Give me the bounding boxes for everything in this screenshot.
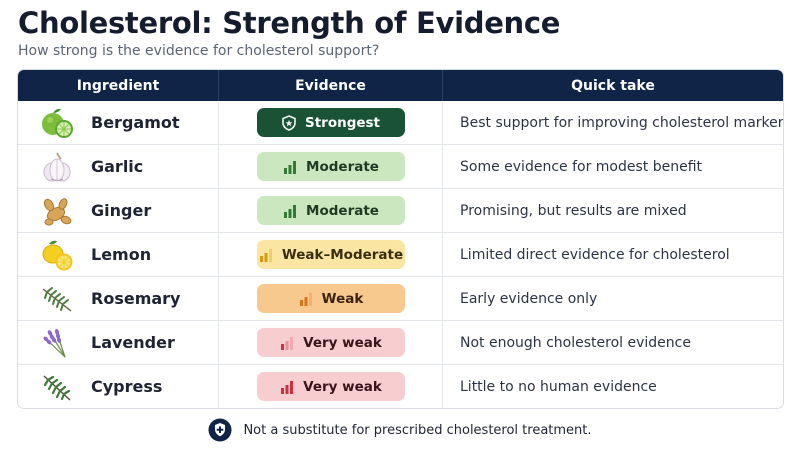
- table-header: Ingredient Evidence Quick take: [18, 70, 783, 101]
- ingredient-name: Lemon: [91, 245, 152, 264]
- ingredient-name: Ginger: [91, 201, 152, 220]
- ingredient-cell: Lemon: [18, 233, 218, 276]
- shield-plus-icon: [208, 418, 232, 442]
- evidence-label: Moderate: [306, 158, 379, 175]
- bar-signal-icon: [284, 204, 297, 218]
- ingredient-name: Bergamot: [91, 113, 180, 132]
- ingredient-cell: Rosemary: [18, 277, 218, 320]
- evidence-badge-weak-moderate: Weak–Moderate: [256, 240, 405, 269]
- lavender-icon: [38, 325, 76, 361]
- ingredient-cell: Ginger: [18, 189, 218, 232]
- table-row: Garlic Moderate Some evidence for modest…: [18, 144, 783, 188]
- lemon-icon: [38, 237, 76, 273]
- rosemary-icon: [38, 281, 76, 317]
- quick-take-cell: Limited direct evidence for cholesterol: [442, 233, 783, 276]
- evidence-label: Very weak: [303, 334, 382, 351]
- evidence-badge-weak: Weak: [256, 284, 405, 313]
- ingredient-name: Cypress: [91, 377, 163, 396]
- ingredient-name: Lavender: [91, 333, 175, 352]
- ingredient-cell: Lavender: [18, 321, 218, 364]
- quick-take-cell: Best support for improving cholesterol m…: [442, 101, 783, 144]
- disclaimer-text: Not a substitute for prescribed choleste…: [243, 422, 592, 438]
- evidence-badge-strongest: Strongest: [256, 108, 405, 137]
- page-title: Cholesterol: Strength of Evidence: [18, 6, 561, 40]
- evidence-badge-moderate: Moderate: [256, 196, 405, 225]
- bar-signal-icon: [299, 292, 312, 306]
- evidence-badge-moderate: Moderate: [256, 152, 405, 181]
- evidence-cell: Very weak: [218, 321, 442, 364]
- ingredient-cell: Cypress: [18, 365, 218, 408]
- table-row: Rosemary Weak Early evidence only: [18, 276, 783, 320]
- quick-take-cell: Promising, but results are mixed: [442, 189, 783, 232]
- bar-signal-icon: [259, 248, 272, 262]
- evidence-badge-very-weak: Very weak: [256, 328, 405, 357]
- ginger-icon: [38, 193, 76, 229]
- quick-take-cell: Little to no human evidence: [442, 365, 783, 408]
- evidence-label: Very weak: [303, 378, 382, 395]
- column-header-quick-take: Quick take: [442, 70, 783, 101]
- shield-star-icon: [282, 114, 296, 131]
- table-body: Bergamot Strongest Best support for impr…: [18, 101, 783, 408]
- disclaimer: Not a substitute for prescribed choleste…: [0, 418, 800, 442]
- evidence-cell: Weak–Moderate: [218, 233, 442, 276]
- evidence-table: Ingredient Evidence Quick take: [17, 69, 784, 409]
- ingredient-cell: Bergamot: [18, 101, 218, 144]
- page-subtitle: How strong is the evidence for cholester…: [18, 43, 380, 59]
- table-row: Bergamot Strongest Best support for impr…: [18, 101, 783, 144]
- evidence-label: Weak–Moderate: [281, 246, 404, 263]
- bar-signal-icon: [284, 160, 297, 174]
- evidence-label: Weak: [321, 290, 364, 307]
- evidence-cell: Weak: [218, 277, 442, 320]
- table-row: Lavender Very weak Not enough cholestero…: [18, 320, 783, 364]
- quick-take-cell: Not enough cholesterol evidence: [442, 321, 783, 364]
- cypress-icon: [38, 369, 76, 405]
- evidence-cell: Moderate: [218, 189, 442, 232]
- evidence-label: Moderate: [306, 202, 379, 219]
- column-header-evidence: Evidence: [218, 70, 442, 101]
- column-header-ingredient: Ingredient: [76, 77, 160, 94]
- evidence-cell: Very weak: [218, 365, 442, 408]
- quick-take-cell: Some evidence for modest benefit: [442, 145, 783, 188]
- evidence-cell: Strongest: [218, 101, 442, 144]
- evidence-label: Strongest: [304, 114, 381, 131]
- table-row: Ginger Moderate Promising, but results a…: [18, 188, 783, 232]
- quick-take-cell: Early evidence only: [442, 277, 783, 320]
- bergamot-icon: [38, 105, 76, 141]
- table-row: Cypress Very weak Little to no human evi…: [18, 364, 783, 408]
- ingredient-name: Garlic: [91, 157, 144, 176]
- bar-signal-icon: [281, 380, 294, 394]
- ingredient-name: Rosemary: [91, 289, 181, 308]
- evidence-cell: Moderate: [218, 145, 442, 188]
- evidence-badge-very-weak: Very weak: [256, 372, 405, 401]
- bar-signal-icon: [281, 336, 294, 350]
- garlic-icon: [38, 149, 76, 185]
- table-row: Lemon Weak–Moderate Limited direct evide…: [18, 232, 783, 276]
- ingredient-cell: Garlic: [18, 145, 218, 188]
